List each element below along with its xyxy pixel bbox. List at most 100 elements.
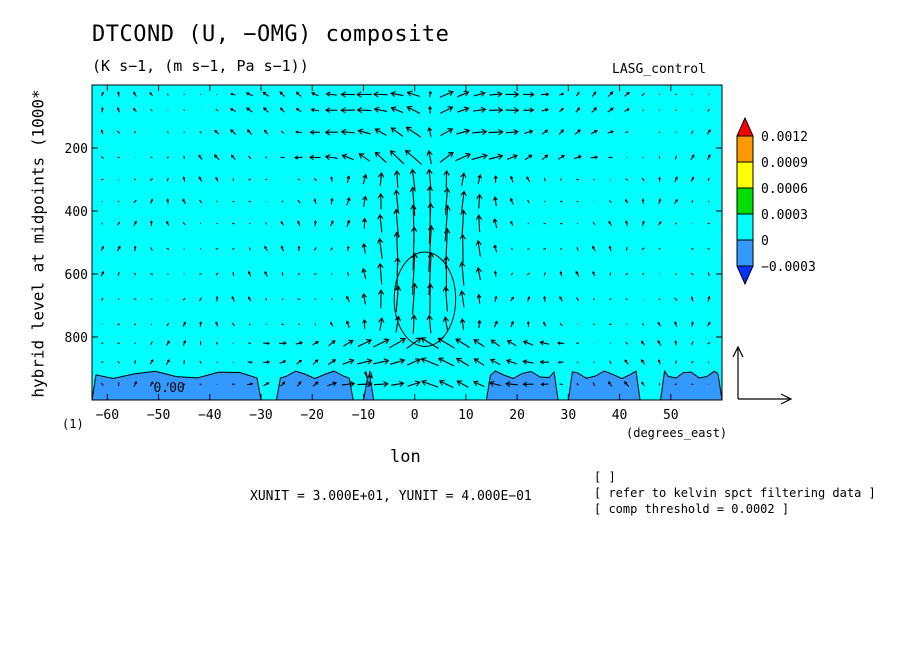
colorbar-label: 0.0006 — [761, 182, 808, 197]
wind-vector-head — [346, 175, 351, 179]
wind-vector-head — [414, 380, 421, 387]
wind-vector-head — [348, 358, 355, 365]
wind-vector — [230, 129, 237, 135]
wind-vector-head — [426, 168, 433, 175]
wind-vector — [576, 297, 580, 302]
wind-vector-head — [691, 321, 694, 325]
wind-vector-head — [315, 341, 319, 345]
wind-vector-head — [150, 198, 154, 202]
wind-vector-head — [447, 106, 454, 112]
y-tick-label: 600 — [65, 268, 88, 283]
wind-vector — [607, 91, 614, 98]
note-line: [ refer to kelvin spct filtering data ] — [594, 486, 876, 500]
wind-vector-head — [513, 129, 519, 136]
negative-region — [92, 370, 262, 400]
wind-vector — [358, 130, 371, 135]
wind-vector-head — [459, 261, 466, 268]
wind-vector-head — [282, 381, 286, 385]
wind-vector-head — [657, 359, 661, 362]
wind-vector-head — [527, 296, 531, 299]
wind-vector — [246, 92, 253, 97]
wind-vector — [343, 339, 354, 347]
notes-block: [ ] [ refer to kelvin spct filtering dat… — [594, 469, 876, 517]
wind-vector-head — [325, 91, 331, 97]
wind-vector — [559, 322, 563, 326]
wind-vector-head — [447, 90, 454, 97]
wind-vector-head — [346, 219, 351, 224]
wind-vector-head — [409, 168, 417, 175]
x-tick-label: 20 — [509, 408, 525, 423]
wind-vector — [280, 130, 285, 134]
wind-vector-head — [394, 285, 402, 291]
wind-vector — [117, 298, 120, 301]
wind-vector — [641, 92, 645, 97]
wind-vector-head — [309, 129, 315, 135]
wind-vector-head — [133, 91, 136, 95]
wind-vector — [391, 92, 404, 97]
wind-vector-head — [116, 107, 120, 110]
wind-vector-head — [215, 176, 218, 180]
wind-vector-head — [280, 107, 284, 111]
wind-vector-head — [214, 154, 218, 158]
wind-vector-head — [480, 106, 487, 113]
wind-vector — [493, 219, 498, 229]
wind-vector — [412, 315, 415, 334]
wind-vector-head — [690, 296, 694, 299]
wind-vector-head — [297, 220, 300, 224]
wind-vector — [166, 247, 170, 250]
wind-vector — [199, 131, 202, 134]
wind-vector — [313, 246, 317, 251]
wind-vector — [342, 154, 354, 161]
wind-vector — [395, 316, 400, 333]
wind-vector — [373, 359, 389, 365]
wind-vector-head — [331, 359, 337, 364]
wind-vector-head — [544, 129, 549, 133]
wind-vector-head — [421, 379, 428, 386]
wind-vector-head — [473, 339, 480, 345]
wind-vector — [456, 358, 470, 367]
wind-vector — [490, 339, 501, 347]
wind-vector-head — [245, 92, 250, 96]
wind-vector — [642, 109, 645, 112]
wind-vector — [494, 197, 497, 207]
wind-vector — [372, 339, 389, 348]
wind-vector-head — [182, 176, 186, 180]
wind-vector-head — [132, 107, 136, 111]
wind-vector — [232, 247, 235, 250]
wind-vector — [590, 130, 598, 135]
x-tick-label: −40 — [198, 408, 221, 423]
wind-vector-head — [134, 381, 137, 385]
wind-vector-head — [497, 107, 504, 114]
x-tick-label: 30 — [561, 408, 577, 423]
wind-vector — [455, 338, 470, 348]
wind-vector-head — [481, 128, 488, 136]
wind-vector-head — [522, 359, 528, 365]
wind-vector — [428, 225, 432, 272]
wind-vector — [461, 319, 465, 330]
wind-vector-head — [295, 91, 300, 95]
wind-vector — [558, 342, 565, 345]
wind-vector-head — [367, 380, 373, 388]
wind-vector — [473, 339, 485, 348]
wind-vector — [707, 341, 711, 345]
wind-vector-head — [166, 359, 170, 363]
wind-vector-head — [510, 320, 514, 325]
wind-vector — [264, 156, 268, 159]
wind-vector-head — [150, 359, 154, 363]
wind-vector — [214, 154, 220, 161]
wind-vector-head — [492, 196, 498, 201]
wind-vector-head — [324, 129, 331, 136]
wind-vector — [215, 341, 219, 345]
wind-vector-head — [394, 315, 401, 322]
wind-vector-head — [134, 220, 137, 224]
chart-title: DTCOND (U, −OMG) composite — [92, 22, 450, 47]
wind-vector — [390, 150, 405, 165]
reference-u-head — [780, 393, 793, 405]
wind-vector-head — [358, 153, 365, 159]
wind-vector-head — [506, 340, 512, 345]
wind-vector-head — [406, 105, 413, 112]
wind-vector-head — [117, 245, 121, 249]
wind-vector-head — [592, 245, 595, 249]
wind-vector — [373, 383, 388, 386]
wind-vector — [421, 337, 439, 350]
